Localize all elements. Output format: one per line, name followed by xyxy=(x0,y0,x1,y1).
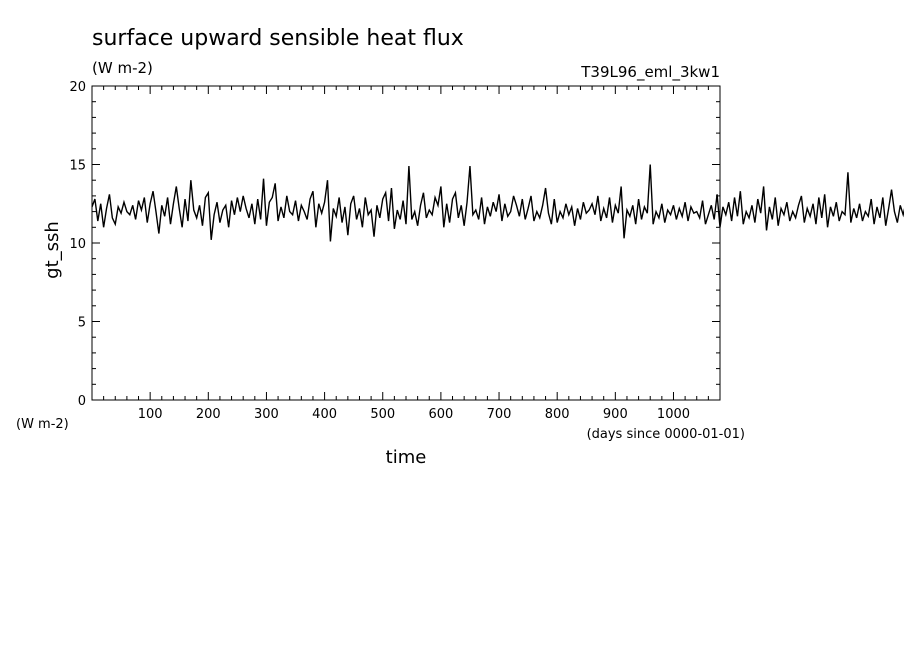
y-tick-label: 15 xyxy=(69,159,86,174)
y-axis-label: gt_ssh xyxy=(42,221,63,279)
x-tick-label: 900 xyxy=(603,407,628,422)
x-tick-label: 300 xyxy=(254,407,279,422)
y-axis-units: (W m-2) xyxy=(16,417,69,432)
y-tick-label: 0 xyxy=(78,394,86,409)
y-tick-label: 5 xyxy=(78,316,86,331)
x-tick-label: 700 xyxy=(487,407,512,422)
series-line xyxy=(91,164,904,242)
chart-title: surface upward sensible heat flux xyxy=(92,26,464,51)
x-tick-label: 100 xyxy=(138,407,163,422)
x-tick-label: 500 xyxy=(370,407,395,422)
y-axis-ticks: 0 5 10 15 20 xyxy=(69,80,720,409)
x-axis-label: time xyxy=(386,447,427,468)
y-tick-label: 10 xyxy=(69,237,86,252)
x-tick-label: 600 xyxy=(428,407,453,422)
y-tick-label: 20 xyxy=(69,80,86,95)
x-axis-units: (days since 0000-01-01) xyxy=(587,427,745,442)
x-tick-label: 200 xyxy=(196,407,221,422)
x-tick-label: 400 xyxy=(312,407,337,422)
x-tick-label: 800 xyxy=(545,407,570,422)
chart-units: (W m-2) xyxy=(92,59,153,77)
x-tick-label: 1000 xyxy=(657,407,690,422)
plot-frame xyxy=(91,85,721,401)
run-label: T39L96_eml_3kw1 xyxy=(580,63,720,82)
x-axis-ticks: 100 200 300 400 500 600 700 800 900 1000 xyxy=(103,86,721,422)
